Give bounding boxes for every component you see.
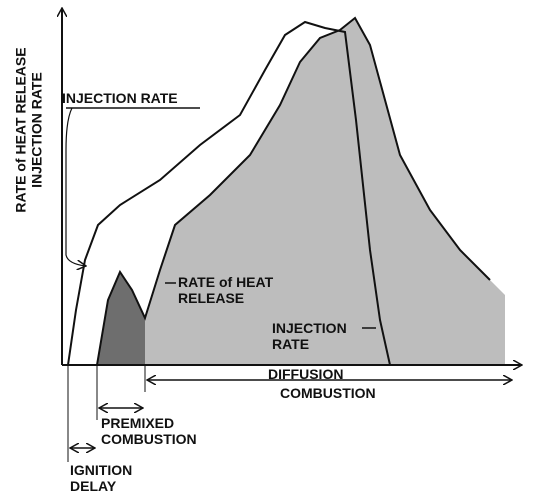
axis-label: INJECTION RATE [29, 72, 45, 188]
label: DIFFUSION [268, 366, 343, 382]
premixed-area [97, 272, 145, 365]
label: COMBUSTION [280, 385, 376, 401]
label: RATE [272, 336, 309, 352]
label: IGNITION [70, 462, 132, 478]
axis-label: RATE of HEAT RELEASE [13, 47, 29, 212]
label: DELAY [70, 478, 117, 494]
label: PREMIXED [101, 415, 174, 431]
heat-release-curve [96, 16, 491, 366]
label: INJECTION [272, 320, 347, 336]
label: RATE of HEAT [178, 274, 274, 290]
heat-release-area [97, 18, 505, 365]
label: INJECTION RATE [62, 90, 178, 106]
injection-rate-curve [67, 20, 391, 366]
label: RELEASE [178, 290, 244, 306]
leader [65, 107, 86, 266]
label: COMBUSTION [101, 431, 197, 447]
